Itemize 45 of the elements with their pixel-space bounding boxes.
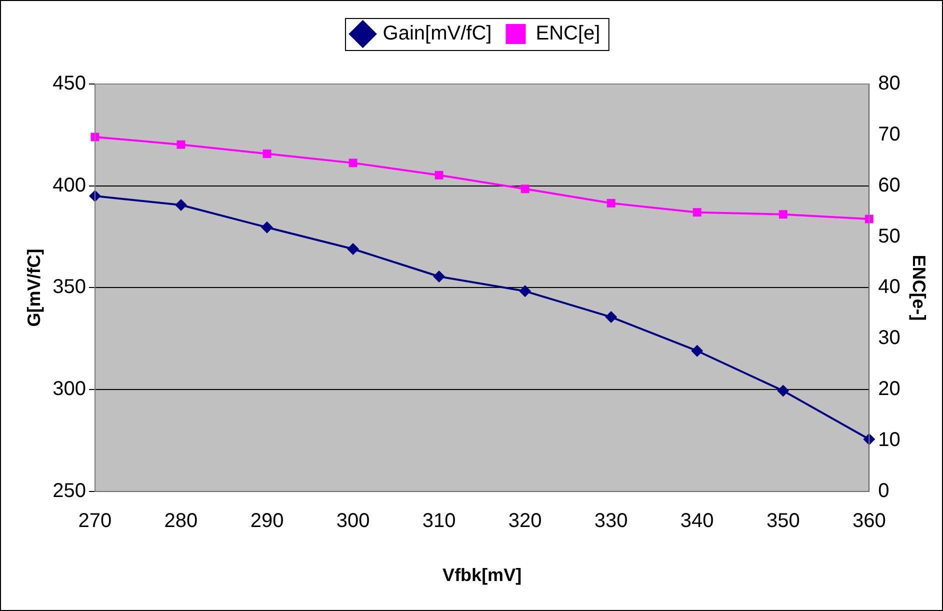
point xyxy=(606,198,616,208)
point xyxy=(262,150,272,158)
legend-label: ENC[e] xyxy=(536,22,600,45)
point xyxy=(520,184,530,194)
point xyxy=(261,221,274,234)
point xyxy=(691,344,704,357)
y2-tick-label: 30 xyxy=(878,327,900,350)
point xyxy=(347,242,360,255)
point xyxy=(605,311,618,324)
y2-axis-title: ENC[e-] xyxy=(909,254,930,321)
x-tick-label: 320 xyxy=(508,510,542,532)
x-tick-label: 270 xyxy=(78,510,112,532)
y-tick-label: 300 xyxy=(52,378,86,400)
point xyxy=(692,208,702,217)
point xyxy=(778,210,788,219)
point xyxy=(176,140,186,149)
point xyxy=(519,285,532,298)
x-tick-label: 310 xyxy=(422,510,456,532)
y-tick-label: 250 xyxy=(52,480,86,502)
y2-tick-label: 40 xyxy=(878,276,900,298)
x-tick-label: 350 xyxy=(766,510,800,532)
y-tick-label: 450 xyxy=(52,72,86,95)
y-tick-label: 350 xyxy=(52,276,86,298)
legend-label: Gain[mV/fC] xyxy=(382,22,492,45)
y-tick-label: 400 xyxy=(52,174,86,196)
y2-tick-label: 80 xyxy=(878,72,900,95)
y2-tick-label: 10 xyxy=(878,428,900,451)
y2-tick-label: 20 xyxy=(878,378,900,400)
x-tick-label: 290 xyxy=(250,510,284,532)
point xyxy=(434,170,444,180)
point xyxy=(433,270,446,282)
x-tick-label: 340 xyxy=(680,510,714,532)
point xyxy=(777,384,790,397)
point xyxy=(348,158,358,168)
x-tick-label: 300 xyxy=(336,510,370,532)
y2-tick-label: 50 xyxy=(878,225,900,248)
y-axis-title: G[mV/fC] xyxy=(24,248,44,327)
point xyxy=(174,199,187,211)
y2-tick-label: 70 xyxy=(878,123,900,146)
x-tick-label: 280 xyxy=(164,510,198,532)
x-tick-label: 360 xyxy=(852,510,886,532)
y2-tick-label: 0 xyxy=(878,480,890,502)
y2-tick-label: 60 xyxy=(878,174,900,196)
x-axis-title: Vfbk[mV] xyxy=(442,565,522,586)
x-tick-label: 330 xyxy=(594,510,628,532)
